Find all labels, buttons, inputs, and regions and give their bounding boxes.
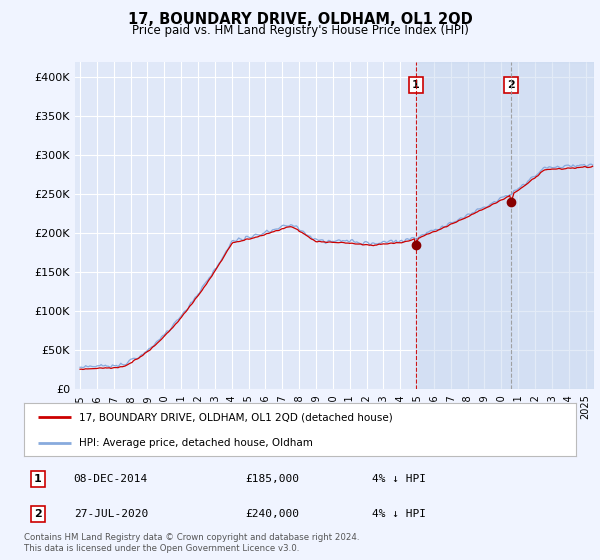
Text: 27-JUL-2020: 27-JUL-2020: [74, 509, 148, 519]
Text: 1: 1: [34, 474, 41, 484]
Text: £185,000: £185,000: [245, 474, 299, 484]
Text: £240,000: £240,000: [245, 509, 299, 519]
Text: 2: 2: [34, 509, 41, 519]
Text: 2: 2: [507, 80, 515, 90]
Text: 17, BOUNDARY DRIVE, OLDHAM, OL1 2QD (detached house): 17, BOUNDARY DRIVE, OLDHAM, OL1 2QD (det…: [79, 412, 393, 422]
Text: 4% ↓ HPI: 4% ↓ HPI: [372, 474, 426, 484]
Text: 17, BOUNDARY DRIVE, OLDHAM, OL1 2QD: 17, BOUNDARY DRIVE, OLDHAM, OL1 2QD: [128, 12, 472, 27]
Text: 1: 1: [412, 80, 419, 90]
Text: 4% ↓ HPI: 4% ↓ HPI: [372, 509, 426, 519]
Bar: [416, 62, 594, 389]
Text: Price paid vs. HM Land Registry's House Price Index (HPI): Price paid vs. HM Land Registry's House …: [131, 24, 469, 37]
Text: Contains HM Land Registry data © Crown copyright and database right 2024.
This d: Contains HM Land Registry data © Crown c…: [24, 533, 359, 553]
Text: 08-DEC-2014: 08-DEC-2014: [74, 474, 148, 484]
Text: HPI: Average price, detached house, Oldham: HPI: Average price, detached house, Oldh…: [79, 437, 313, 447]
